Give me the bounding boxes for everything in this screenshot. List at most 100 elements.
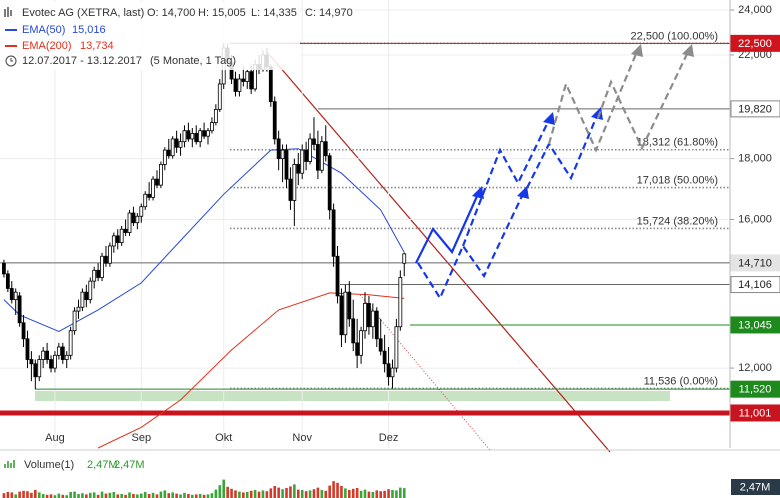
candle-body	[17, 295, 22, 324]
trend-line	[266, 51, 611, 453]
volume-bar	[175, 493, 178, 498]
volume-bar	[222, 479, 226, 498]
candle-body	[96, 269, 101, 278]
level-label: 11,520	[739, 384, 772, 396]
volume-bar	[151, 492, 155, 498]
period-note: (5 Monate, 1 Tag)	[150, 55, 236, 67]
trend-line-dotted	[359, 294, 491, 451]
header: Evotec AG (XETRA, last) O: 14,700 H: 15,…	[0, 2, 353, 70]
legend-label: EMA(50)	[22, 24, 65, 36]
candle-body	[386, 363, 391, 378]
candle-body	[335, 255, 340, 297]
volume-bar	[81, 493, 84, 498]
candle-body	[284, 149, 289, 180]
projection-path	[417, 195, 523, 301]
volume-bar	[6, 492, 10, 498]
volume-bar	[136, 494, 139, 498]
volume-bar	[277, 487, 280, 498]
projection	[415, 44, 694, 301]
volume-bar	[245, 492, 249, 498]
arrow-head	[517, 186, 529, 199]
x-tick-label: Dez	[379, 432, 399, 444]
volume-bar	[202, 494, 206, 498]
volume-bar	[249, 490, 253, 498]
volume-bar	[88, 492, 92, 498]
candle-body	[355, 342, 360, 356]
clock-icon	[5, 55, 17, 67]
volume-bar	[49, 494, 53, 498]
volume-bar	[289, 486, 292, 498]
candle-body	[292, 164, 297, 201]
volume-bar	[395, 490, 398, 498]
volume-bar	[340, 486, 343, 498]
volume-bar	[363, 489, 367, 498]
volume-bar	[34, 490, 37, 498]
level-box	[730, 254, 780, 272]
volume-bar	[312, 489, 316, 498]
candle-body	[56, 346, 61, 356]
candle-body	[155, 178, 159, 186]
candle-body	[382, 350, 387, 365]
volume-bar	[304, 491, 308, 498]
y-tick-label: 16,000	[738, 213, 772, 225]
volume-bar	[320, 490, 324, 498]
volume-bar	[155, 494, 159, 498]
ohlc-label: O: 14,700	[147, 7, 195, 19]
candle-body	[45, 350, 49, 360]
candle-body	[249, 71, 254, 90]
volume-bar	[261, 490, 265, 498]
candle-body	[21, 322, 26, 340]
volume-bar	[293, 484, 296, 498]
volume-bar	[348, 490, 351, 498]
candle-body	[147, 193, 152, 198]
volume-bar	[147, 494, 151, 498]
candle-body	[347, 291, 352, 320]
price-layer	[2, 43, 407, 498]
volume-bar	[383, 490, 386, 498]
volume-value: 2,47M	[114, 459, 145, 471]
volume-bar	[191, 494, 194, 498]
candle-body	[123, 228, 128, 233]
candle-body	[198, 130, 203, 143]
candle-body	[367, 303, 371, 328]
volume-bar	[22, 490, 25, 498]
candle-body	[272, 101, 277, 140]
candle-body	[312, 138, 316, 145]
candle-body	[151, 178, 155, 198]
candle-body	[49, 359, 53, 369]
candle-body	[80, 291, 85, 308]
ema-line	[3, 148, 405, 333]
candle-body	[194, 133, 199, 143]
candle-body	[25, 338, 30, 360]
candle-body	[190, 133, 195, 140]
candle-body	[131, 212, 136, 224]
candle-body	[398, 277, 403, 328]
candle-body	[288, 178, 293, 201]
candle-body	[351, 318, 356, 344]
level-box	[730, 404, 780, 422]
clock-icon	[10, 58, 13, 62]
volume-bar	[238, 491, 241, 498]
candle-body	[241, 78, 246, 82]
level-box	[730, 380, 780, 398]
level-label: 11,001	[739, 407, 772, 419]
fib-label: 17,018 (50.00%)	[637, 175, 718, 187]
volume-bar	[402, 488, 406, 498]
ohlc-label: C: 14,970	[305, 7, 353, 19]
volume-bar	[61, 494, 65, 498]
candle-body	[296, 164, 301, 174]
candle-body	[33, 363, 38, 378]
candle-body	[2, 262, 6, 275]
chart-title: Evotec AG (XETRA, last)	[22, 7, 144, 19]
candle-body	[300, 149, 305, 174]
y-tick-label: 22,000	[738, 49, 772, 61]
volume-bar	[2, 493, 6, 498]
volume-bar	[65, 495, 69, 498]
arrow-head	[543, 112, 555, 125]
volume-bar	[179, 494, 182, 498]
volume-bar	[371, 492, 375, 498]
volume-bar	[198, 494, 202, 498]
candle-body	[68, 330, 73, 356]
candle-body	[92, 269, 97, 282]
candle-body	[359, 330, 363, 356]
